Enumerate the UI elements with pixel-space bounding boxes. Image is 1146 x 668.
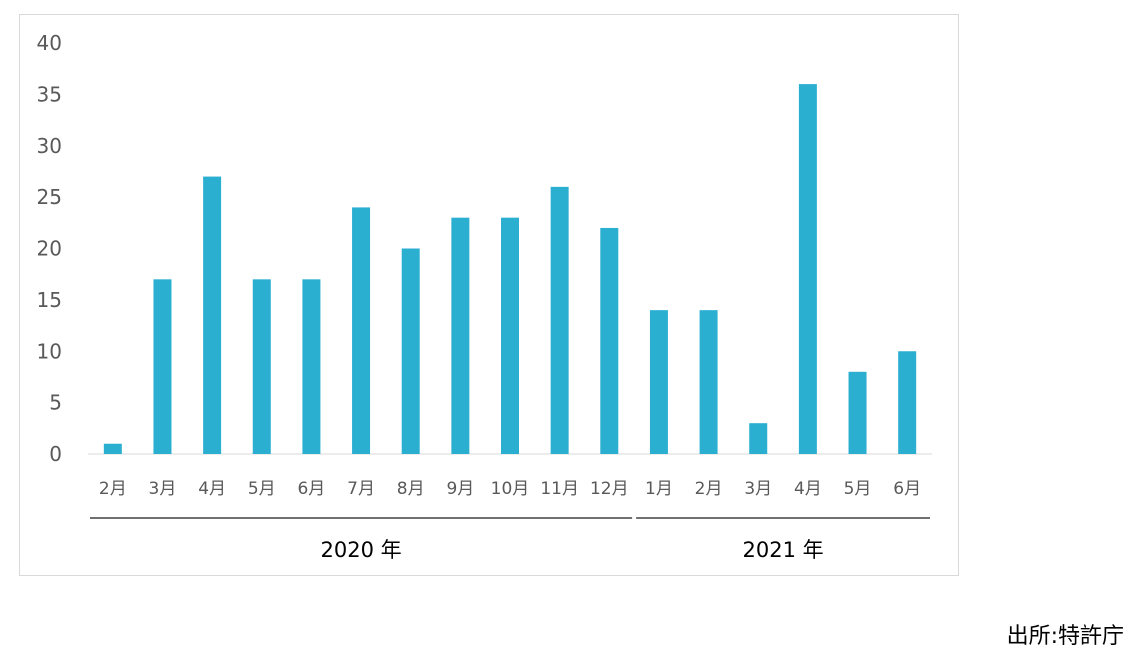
x-tick-label: 7月	[347, 479, 375, 499]
y-tick-label: 30	[37, 134, 62, 158]
bar	[103, 443, 122, 454]
bar	[352, 207, 371, 454]
bar	[302, 279, 321, 454]
x-tick-label: 4月	[794, 479, 822, 499]
x-tick-label: 11月	[540, 479, 579, 499]
group-label: 2021 年	[742, 538, 823, 562]
y-tick-label: 5	[49, 391, 62, 415]
bar	[699, 310, 718, 454]
x-tick-label: 2月	[99, 479, 127, 499]
y-tick-label: 35	[37, 82, 62, 106]
x-tick-label: 5月	[844, 479, 872, 499]
x-tick-label: 3月	[744, 479, 772, 499]
bar	[649, 310, 668, 454]
bar	[848, 371, 867, 454]
chart-frame: 0 5 10 15 20 25 30 35 40 2月 3月 4月 5月 6月 7月 8月 9月 10月 11月 12…	[19, 14, 959, 576]
group-label: 2020 年	[320, 538, 401, 562]
source-note: 出所:特許庁	[1006, 624, 1124, 649]
bar	[550, 186, 569, 454]
bar	[501, 217, 519, 454]
bar	[203, 176, 222, 454]
x-tick-label: 8月	[397, 479, 425, 499]
y-tick-label: 0	[49, 442, 62, 466]
bar	[798, 84, 817, 454]
bar-chart: 0 5 10 15 20 25 30 35 40 2月 3月 4月 5月 6月 7月 8月 9月 10月 11月 12…	[37, 31, 932, 562]
x-tick-label: 3月	[149, 479, 177, 499]
x-tick-label: 2月	[695, 479, 723, 499]
bar	[401, 248, 420, 454]
bar	[898, 351, 917, 454]
y-tick-label: 10	[37, 339, 62, 363]
x-tick-label: 12月	[590, 479, 629, 499]
x-tick-label: 6月	[297, 479, 325, 499]
x-tick-label: 6月	[893, 479, 921, 499]
y-tick-label: 15	[37, 288, 62, 312]
x-tick-label: 9月	[446, 479, 474, 499]
x-tick-label: 10月	[491, 479, 530, 499]
y-tick-label: 20	[37, 237, 62, 261]
bar	[252, 279, 271, 454]
x-tick-label: 4月	[198, 479, 226, 499]
y-tick-label: 25	[37, 185, 62, 209]
x-tick-label: 5月	[248, 479, 276, 499]
bar	[451, 217, 470, 454]
y-tick-label: 40	[37, 31, 62, 55]
bar	[749, 423, 768, 454]
bar	[153, 279, 172, 454]
x-tick-label: 1月	[645, 479, 673, 499]
bar	[600, 227, 619, 454]
